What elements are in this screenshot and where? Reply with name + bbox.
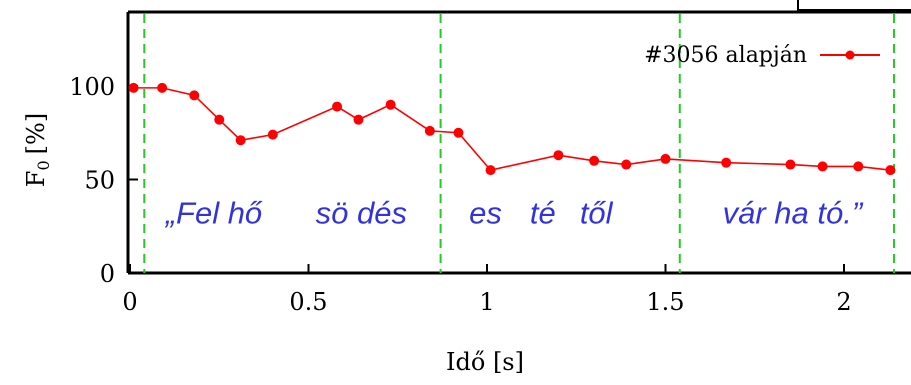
data-point-4 — [235, 135, 246, 146]
syllable-boundaries — [143, 14, 895, 273]
y-axis-ticks: 0 50 100 — [69, 73, 138, 288]
data-point-14 — [621, 159, 632, 170]
plot-frame — [126, 10, 911, 275]
y-axis-label-main: F — [22, 171, 50, 188]
syllable-label: től — [580, 196, 614, 231]
syllable-label: sö dés — [316, 196, 407, 231]
data-point-10 — [453, 127, 464, 138]
data-point-12 — [553, 150, 564, 161]
data-point-19 — [853, 161, 864, 172]
data-point-18 — [817, 161, 828, 172]
data-point-6 — [332, 101, 343, 112]
x-tick-label: 1.5 — [646, 288, 684, 316]
y-axis-label-unit: [%] — [22, 113, 50, 155]
legend-label: #3056 alapján — [644, 43, 807, 68]
syllable-label: té — [530, 196, 556, 231]
data-point-11 — [485, 165, 496, 176]
data-point-15 — [660, 153, 671, 164]
syllable-label: es — [469, 196, 502, 231]
data-point-3 — [214, 114, 225, 125]
corner-box — [797, 0, 911, 11]
data-point-20 — [885, 165, 896, 176]
data-point-2 — [189, 90, 200, 101]
y-axis-label-sub: 0 — [34, 160, 53, 170]
data-point-7 — [353, 114, 364, 125]
legend-marker — [845, 50, 855, 60]
data-point-9 — [424, 125, 435, 136]
syllable-annotations: „Fel hő sö dés es té től vár ha tó.” — [164, 196, 864, 231]
data-point-8 — [385, 99, 396, 110]
series-line — [133, 87, 891, 172]
x-axis-label: Idő [s] — [446, 348, 524, 376]
data-point-17 — [785, 159, 796, 170]
x-tick-label: 0.5 — [289, 288, 327, 316]
data-point-5 — [267, 129, 278, 140]
y-tick-label: 0 — [100, 260, 115, 288]
data-point-0 — [128, 82, 139, 93]
series-layer — [128, 82, 896, 176]
x-axis-ticks: 0 0.5 1 1.5 2 — [122, 264, 852, 316]
y-axis-label: F0 [%] — [22, 113, 53, 187]
legend: #3056 alapján — [644, 43, 880, 68]
x-tick-label: 2 — [836, 288, 851, 316]
x-tick-label: 0 — [122, 288, 137, 316]
y-tick-label: 50 — [84, 167, 115, 195]
data-point-13 — [589, 155, 600, 166]
syllable-label: vár ha tó.” — [723, 196, 864, 231]
x-tick-label: 1 — [479, 288, 494, 316]
data-point-1 — [157, 82, 168, 93]
y-tick-label: 100 — [69, 73, 115, 101]
data-point-16 — [721, 157, 732, 168]
syllable-label: „Fel hő — [164, 196, 263, 231]
